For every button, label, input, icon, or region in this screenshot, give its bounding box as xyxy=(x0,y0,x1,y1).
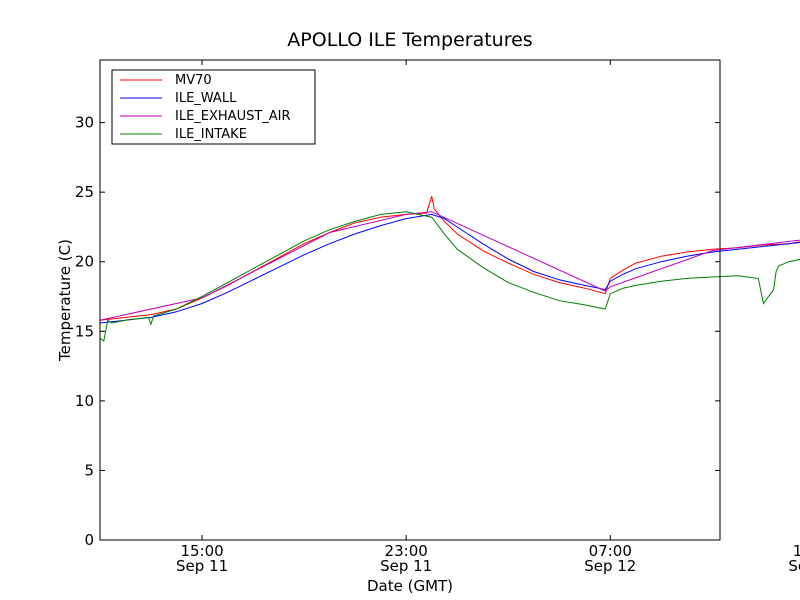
series-line-ile-intake xyxy=(99,211,800,342)
x-tick-label-date: Sep 11 xyxy=(176,557,228,575)
y-tick-label: 5 xyxy=(84,461,94,479)
y-tick-label: 10 xyxy=(75,392,94,410)
legend-label: ILE_WALL xyxy=(175,91,237,106)
plot-lines xyxy=(99,196,800,342)
y-axis-title: Temperature (C) xyxy=(56,239,74,362)
legend-label: ILE_EXHAUST_AIR xyxy=(175,109,291,124)
legend: MV70 ILE_WALL ILE_EXHAUST_AIR ILE_INTAKE xyxy=(111,69,316,145)
x-tick-label-time: 15:00 xyxy=(793,542,800,560)
y-tick-label: 30 xyxy=(75,114,94,132)
y-tick-label: 15 xyxy=(75,322,94,340)
legend-label: MV70 xyxy=(175,73,212,88)
legend-label: ILE_INTAKE xyxy=(175,127,247,142)
x-tick-label-date: Sep 11 xyxy=(380,557,432,575)
y-axis-ticks: 0 5 10 15 20 25 30 xyxy=(75,114,720,549)
x-tick-label-date: Sep 12 xyxy=(788,557,800,575)
plot-frame xyxy=(99,59,721,541)
series-line-ile-exhaust-air xyxy=(99,211,800,321)
x-tick-label-time: 07:00 xyxy=(589,542,632,560)
y-tick-label: 20 xyxy=(75,253,94,271)
x-tick-label-time: 15:00 xyxy=(180,542,223,560)
series-line-mv70 xyxy=(99,196,800,321)
series-line-ile-wall xyxy=(99,213,800,324)
y-tick-label: 25 xyxy=(75,183,94,201)
x-tick-label-time: 23:00 xyxy=(385,542,428,560)
chart-title: APOLLO ILE Temperatures xyxy=(287,29,532,51)
x-axis-title: Date (GMT) xyxy=(367,577,453,595)
legend-box xyxy=(111,69,316,145)
y-tick-label: 0 xyxy=(84,531,94,549)
x-tick-label-date: Sep 12 xyxy=(584,557,636,575)
